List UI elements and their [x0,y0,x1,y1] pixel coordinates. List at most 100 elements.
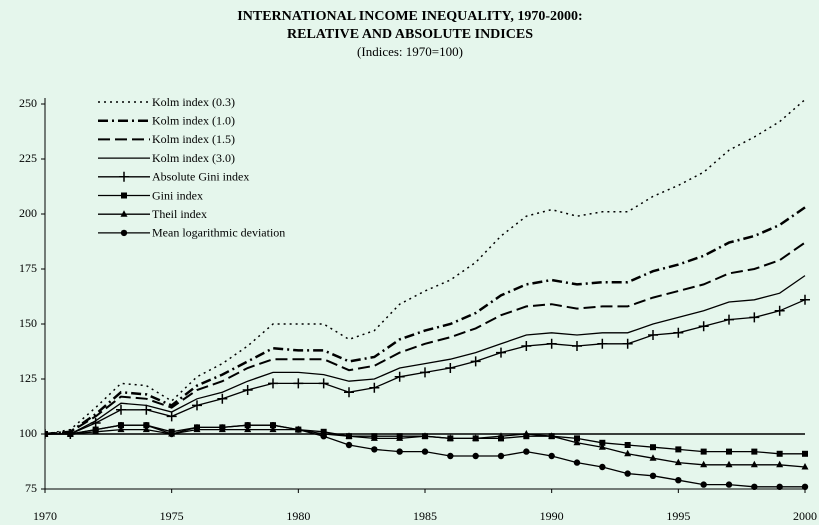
marker [344,387,354,398]
marker [420,367,430,378]
x-tick-label: 1980 [286,509,310,523]
legend-label: Kolm index (0.3) [152,95,235,109]
marker [698,321,709,332]
marker [673,327,684,338]
marker [599,463,606,471]
marker [776,483,783,490]
marker [597,338,608,349]
marker [320,433,327,440]
marker [572,341,582,351]
marker [649,454,657,461]
marker [675,477,682,484]
marker [522,430,530,437]
legend-label: Theil index [152,207,207,221]
marker [725,460,733,468]
marker [92,426,99,433]
marker [193,424,201,431]
marker [496,347,506,358]
series-line [45,241,806,435]
chart-subtitle: (Indices: 1970=100) [357,44,463,59]
marker [802,450,808,457]
series-line [45,299,806,435]
marker [268,378,278,389]
y-tick-label: 175 [19,261,37,275]
marker [472,434,480,441]
series-line [45,275,806,435]
marker [700,460,708,468]
y-tick-label: 250 [19,96,37,110]
marker [119,171,129,182]
chart-title: RELATIVE AND ABSOLUTE INDICES [287,27,533,42]
marker [244,425,252,433]
marker [700,481,707,488]
marker [396,434,404,441]
marker [269,422,277,429]
marker [370,434,378,441]
marker [573,438,581,446]
legend-label: Mean logarithmic deviation [152,226,285,240]
marker [774,305,785,316]
marker [497,432,505,439]
marker [801,463,809,470]
marker [470,356,481,367]
y-tick-label: 75 [25,481,37,495]
marker [751,448,758,455]
marker [776,450,783,457]
marker [117,425,125,433]
x-tick-label: 1970 [33,509,57,523]
marker [801,483,809,490]
marker [674,458,682,466]
marker [497,452,505,460]
marker [345,432,353,439]
marker [624,442,631,448]
marker [141,404,152,415]
marker [599,439,606,446]
x-tick-label: 1985 [413,509,437,523]
marker [800,294,810,305]
marker [192,400,202,411]
marker [649,472,657,479]
marker [269,425,277,433]
marker [421,448,429,455]
marker [622,338,633,349]
legend-label: Kolm index (3.0) [152,151,235,165]
marker [345,441,353,449]
marker [472,452,479,460]
marker [573,459,581,466]
marker [116,404,126,415]
marker [726,448,732,455]
marker [521,341,532,351]
marker [242,385,253,395]
x-tick-label: 1975 [160,509,184,523]
marker [650,444,656,451]
marker [90,418,101,428]
marker [776,460,784,468]
marker [546,338,557,349]
marker [120,210,128,217]
legend-label: Kolm index (1.5) [152,132,235,146]
marker [725,481,733,488]
marker [371,446,378,453]
marker [295,426,302,433]
marker [598,443,606,450]
marker [67,430,74,438]
marker [648,330,658,340]
marker [749,312,760,323]
marker [219,424,226,431]
marker [700,448,707,455]
x-tick-label: 1990 [540,509,564,523]
marker [447,452,454,460]
marker [624,470,631,477]
marker [168,430,175,438]
marker [45,430,49,438]
marker [421,432,429,439]
marker [548,452,555,460]
marker [293,378,304,389]
y-tick-label: 150 [19,316,37,330]
marker [446,434,454,441]
series-line [45,99,806,435]
y-tick-label: 225 [19,151,37,165]
marker [548,432,556,439]
marker [142,425,150,433]
